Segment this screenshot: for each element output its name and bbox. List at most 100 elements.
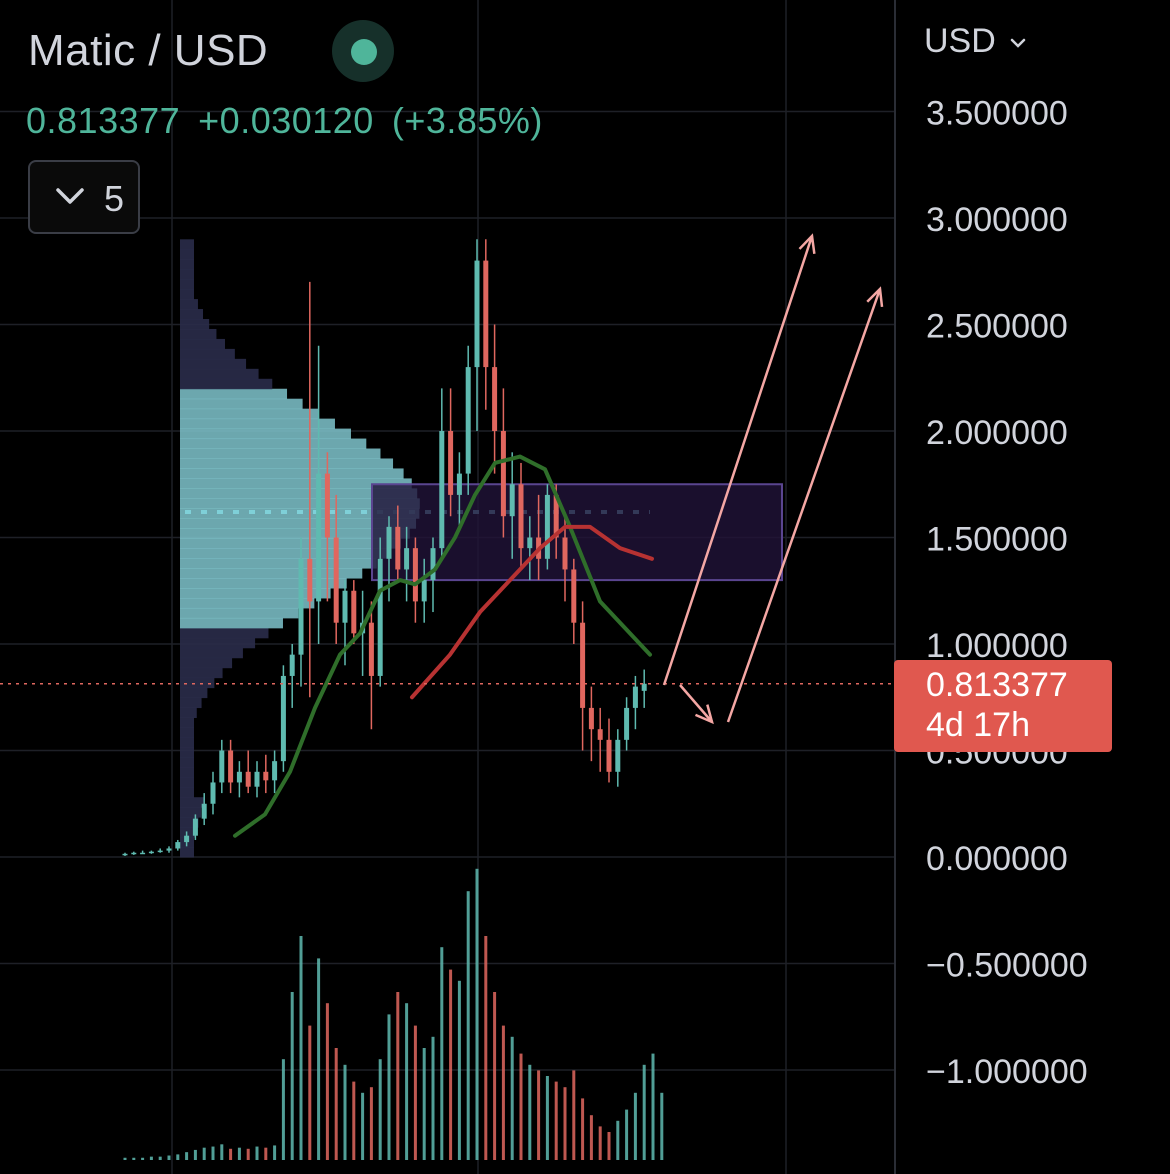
volume-bar	[625, 1109, 629, 1160]
bar-countdown: 4d 17h	[926, 706, 1030, 744]
candle-body	[307, 558, 313, 602]
candle-body	[157, 850, 163, 853]
candle-body	[465, 367, 471, 474]
candle-body	[500, 431, 506, 517]
volume-profile-row	[180, 817, 199, 828]
volume-profile-row	[180, 458, 394, 469]
y-tick-label: 1.500000	[926, 521, 1068, 559]
candle-body	[245, 771, 251, 787]
volume-profile-row	[180, 358, 247, 370]
volume-profile-row	[180, 398, 303, 410]
currency-selector[interactable]: USD	[924, 22, 1027, 61]
candle-body	[518, 484, 524, 549]
volume-profile-row	[180, 767, 194, 778]
symbol-title[interactable]: Matic / USD	[28, 26, 269, 75]
candle-body	[184, 835, 190, 843]
volume-bar	[123, 1157, 127, 1160]
volume-profile-row	[180, 289, 194, 300]
candle-body	[351, 590, 357, 634]
candle-body	[192, 818, 198, 836]
volume-bar	[149, 1156, 153, 1160]
change-percent: (+3.85%)	[391, 100, 543, 141]
volume-profile-row	[180, 578, 347, 589]
moving-average-slow	[410, 524, 654, 700]
projection-arrow-up-1	[662, 235, 814, 686]
volume-profile-row	[180, 827, 196, 838]
volume-bar	[554, 1081, 558, 1160]
candle-body	[606, 739, 612, 772]
volume-bar	[466, 891, 470, 1160]
volume-bar	[440, 947, 444, 1160]
volume-bar	[519, 1053, 523, 1160]
volume-profile-row	[180, 617, 283, 629]
volume-profile-row	[180, 299, 198, 310]
volume-bar	[264, 1147, 268, 1160]
candle-body	[219, 750, 225, 783]
volume-bar	[651, 1053, 655, 1160]
volume-profile-row	[180, 558, 377, 569]
quote-line: 0.813377 +0.030120 (+3.85%)	[26, 100, 561, 142]
candle-body	[122, 853, 128, 856]
volume-profile-row	[180, 319, 210, 330]
volume-bar	[633, 1092, 637, 1160]
volume-profile-row	[180, 687, 208, 699]
volume-profile-row	[180, 448, 381, 459]
projection-arrow-up-1-head	[798, 233, 816, 255]
volume-bar	[185, 1152, 189, 1160]
projection-arrow-down-head	[694, 704, 714, 725]
candle-body	[342, 590, 348, 623]
volume-bar	[660, 1092, 664, 1160]
candle-body	[228, 750, 234, 783]
candle-body	[201, 803, 207, 819]
candle-body	[333, 537, 339, 623]
volume-bar	[405, 1003, 409, 1160]
volume-profile	[180, 239, 650, 858]
volume-bar	[158, 1156, 162, 1160]
candle-body	[492, 367, 498, 431]
volume-profile-row	[180, 568, 363, 579]
volume-profile-row	[180, 388, 288, 400]
volume-bar	[422, 1048, 426, 1160]
volume-profile-row	[180, 647, 243, 659]
volume-profile-row	[180, 588, 331, 599]
candle-body	[316, 473, 322, 602]
volume-bar	[290, 992, 294, 1160]
volume-bar	[273, 1145, 277, 1160]
moving-averages	[0, 454, 895, 838]
candle-body	[544, 494, 550, 559]
indicators-toggle-button[interactable]: 5	[28, 160, 140, 234]
volume-bar	[211, 1146, 215, 1160]
volume-profile-row	[180, 328, 217, 340]
volume-bar	[484, 936, 488, 1160]
volume-bar	[510, 1036, 514, 1160]
volume-bar	[396, 992, 400, 1160]
volume-bar	[589, 1115, 593, 1160]
volume-profile-row	[180, 249, 194, 260]
candle-body	[430, 548, 436, 581]
candle-body	[553, 494, 559, 538]
volume-bar	[237, 1147, 241, 1160]
candle-body	[210, 782, 216, 804]
volume-bar	[325, 1003, 329, 1160]
candle-body	[439, 431, 445, 549]
volume-bar	[537, 1070, 541, 1160]
candle-body	[148, 851, 154, 854]
volume-profile-row	[180, 418, 335, 430]
volume-profile-row	[180, 428, 351, 440]
volume-profile-row	[180, 338, 225, 350]
candle-body	[175, 842, 181, 849]
y-tick-label: 3.500000	[926, 95, 1068, 133]
volume-bars	[123, 868, 664, 1160]
volume-bar	[572, 1070, 576, 1160]
volume-profile-row	[180, 847, 194, 858]
volume-bar	[563, 1087, 567, 1160]
candle-body	[483, 260, 489, 368]
volume-bar	[229, 1148, 233, 1160]
projection-arrow-up-2-head	[866, 286, 884, 308]
volume-profile-row	[180, 597, 315, 609]
y-tick-label: 3.000000	[926, 201, 1068, 239]
volume-bar	[334, 1048, 338, 1160]
volume-profile-row	[180, 717, 194, 728]
volume-profile-row	[180, 488, 418, 499]
